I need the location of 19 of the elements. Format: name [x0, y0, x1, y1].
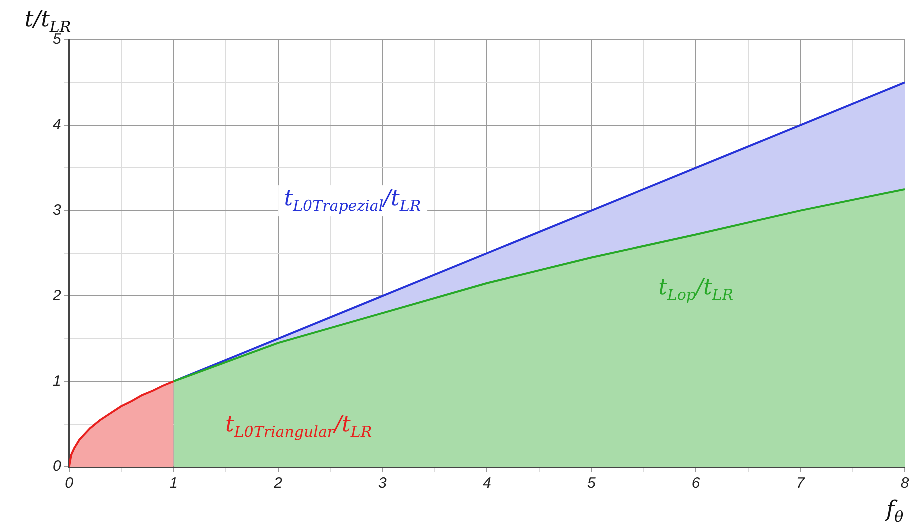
x-tick-label: 8 — [900, 475, 910, 492]
y-tick-label: 0 — [53, 458, 62, 476]
x-tick-label: 2 — [273, 475, 284, 492]
y-tick-label: 2 — [52, 287, 62, 304]
x-tick-label: 3 — [378, 475, 388, 492]
y-tick-label: 4 — [53, 116, 62, 134]
y-tick-label: 1 — [53, 372, 62, 390]
text: t$_{L0Trapezial}$/t$_{LR}$ — [278, 186, 428, 217]
x-axis-title: f$_{θ}$ — [886, 498, 904, 526]
y-tick-label: 3 — [53, 202, 62, 219]
x-tick-label: 4 — [483, 475, 492, 492]
x-tick-label: 5 — [587, 475, 596, 492]
y-tick-label: 5 — [53, 31, 62, 48]
text: t$_{L0Triangular}$/t$_{LR}$ — [225, 412, 372, 441]
series-label: t$_{Lop}$/t$_{LR}$ — [658, 275, 734, 304]
x-tick-label: 6 — [692, 475, 701, 492]
x-tick-label: 0 — [65, 475, 74, 492]
x-tick-label: 7 — [796, 475, 806, 492]
x-tick-label: 1 — [170, 475, 178, 492]
